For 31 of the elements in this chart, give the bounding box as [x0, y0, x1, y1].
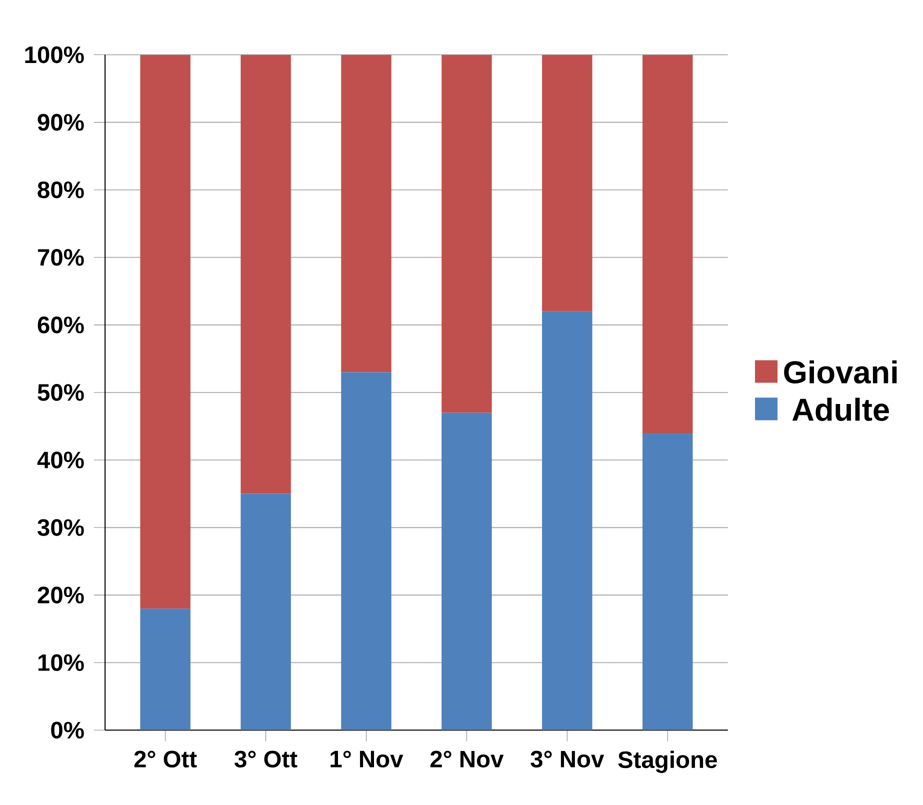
x-tick-label: 3° Nov	[530, 750, 604, 768]
bar	[140, 608, 190, 730]
y-tick-label: 40%	[37, 451, 84, 468]
y-tick-label: 70%	[38, 248, 84, 266]
legend-label: Giovani	[784, 360, 897, 384]
bar	[341, 54, 392, 372]
bar	[240, 494, 291, 730]
x-tick-label: 1° Nov	[330, 750, 404, 768]
x-tick-label: Stagione	[618, 750, 717, 773]
x-tick-label: 2° Nov	[430, 750, 504, 768]
bar	[240, 54, 291, 494]
y-tick-label: 80%	[38, 181, 84, 198]
y-tick-label: 90%	[38, 114, 84, 131]
bar	[442, 412, 492, 730]
bar	[642, 54, 693, 433]
x-tick-label: 3° Ott	[234, 750, 298, 768]
legend-label: Adulte	[792, 398, 889, 421]
bar	[642, 432, 693, 730]
bar	[442, 54, 492, 413]
bar	[341, 372, 392, 730]
bar	[140, 54, 190, 608]
y-tick-label: 10%	[38, 654, 84, 671]
y-tick-label: 0%	[51, 722, 84, 738]
bar	[542, 311, 592, 730]
y-tick-label: 100%	[25, 46, 84, 64]
y-tick-label: 50%	[38, 384, 84, 401]
y-tick-label: 30%	[38, 519, 84, 536]
x-tick-label: 2° Ott	[134, 750, 197, 768]
y-tick-label: 60%	[38, 316, 84, 334]
bar	[542, 54, 592, 312]
y-tick-label: 20%	[38, 586, 84, 604]
